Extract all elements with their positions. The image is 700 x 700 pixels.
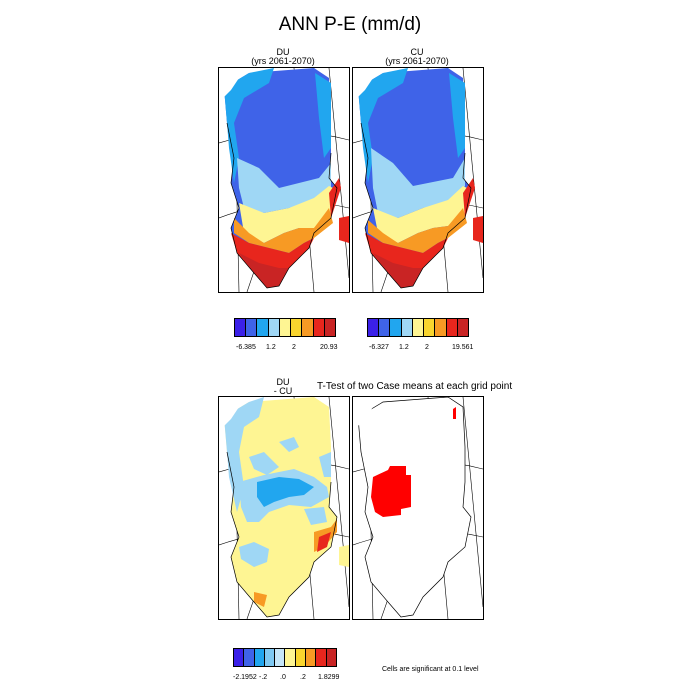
tick-diff-2: .0 — [280, 674, 286, 681]
colorbar-diff-swatch — [234, 649, 245, 666]
coastline — [360, 122, 472, 289]
panel-title-cu-line2: (yrs 2061-2070) — [385, 56, 449, 66]
colorbar-diff-swatch — [275, 649, 286, 666]
tick-diff-4: 1.8299 — [318, 674, 340, 681]
tick-diff-3: .2 — [300, 674, 306, 681]
tick-du-1: 1.2 — [266, 344, 276, 351]
significance-note: Cells are significant at 0.1 level — [382, 666, 479, 673]
map-du-svg — [219, 68, 349, 292]
map-diff — [218, 396, 350, 620]
tick-du-0: -6.385 — [236, 344, 256, 351]
map-ttest — [352, 396, 484, 620]
colorbar-du-swatch — [279, 319, 292, 336]
figure-title: ANN P-E (mm/d) — [278, 14, 422, 35]
colorbar-diff-swatch — [316, 649, 327, 666]
map-ttest-svg — [353, 397, 483, 619]
colorbar-du-swatch — [291, 319, 303, 336]
colorbar-cu-swatch — [368, 319, 380, 336]
panel-title-cu-line1: CU — [410, 47, 424, 57]
colorbar-diff-swatch — [295, 649, 307, 666]
colorbar-du-swatch — [235, 319, 247, 336]
panel-title-diff-line1: DU — [276, 377, 290, 387]
colorbar-diff-swatch — [285, 649, 296, 666]
colorbar-diff-swatch — [244, 649, 255, 666]
colorbar-diff-swatch — [326, 649, 336, 666]
ttest-title: T-Test of two Case means at each grid po… — [317, 381, 513, 392]
coastline — [357, 397, 472, 618]
colorbar-diff — [233, 648, 337, 667]
tick-cu-3: 19.561 — [452, 344, 474, 351]
tick-cu-2: 2 — [425, 344, 429, 351]
panel-title-du-line2: (yrs 2061-2070) — [251, 56, 315, 66]
colorbar-du-swatch — [257, 319, 269, 336]
tick-diff-1: -.2 — [259, 674, 268, 681]
map-diff-svg — [219, 397, 349, 619]
panel-title-diff: DU - CU — [218, 378, 348, 396]
colorbar-cu-swatch — [412, 319, 425, 336]
field-cu — [358, 68, 483, 288]
colorbar-cu-swatch — [446, 319, 458, 336]
tick-cu-1: 1.2 — [399, 344, 409, 351]
coastline — [226, 122, 338, 289]
colorbar-du-swatch — [324, 319, 335, 336]
map-du — [218, 67, 350, 293]
colorbar-diff-swatch — [264, 649, 276, 666]
tick-cu-0: -6.327 — [369, 344, 389, 351]
colorbar-du — [234, 318, 336, 337]
panel-title-du: DU (yrs 2061-2070) — [218, 48, 348, 66]
map-cu-svg — [353, 68, 483, 292]
colorbar-cu-swatch — [424, 319, 436, 336]
colorbar-diff-swatch — [306, 649, 317, 666]
coastline — [226, 451, 338, 618]
panel-title-du-line1: DU — [276, 47, 290, 57]
tick-du-3: 20.93 — [320, 344, 338, 351]
colorbar-cu-swatch — [390, 319, 402, 336]
colorbar-cu-swatch — [379, 319, 391, 336]
field-diff — [224, 397, 349, 617]
colorbar-du-swatch — [313, 319, 325, 336]
significant-cells — [371, 466, 411, 517]
panel-title-cu: CU (yrs 2061-2070) — [352, 48, 482, 66]
significant-cells-small — [453, 407, 456, 419]
colorbar-cu-swatch — [401, 319, 413, 336]
tick-diff-0: -2.1952 — [233, 674, 257, 681]
field-du — [224, 68, 349, 288]
colorbar-cu — [367, 318, 469, 337]
colorbar-cu-swatch — [435, 319, 447, 336]
colorbar-cu-swatch — [457, 319, 468, 336]
colorbar-du-swatch — [302, 319, 314, 336]
colorbar-diff-swatch — [254, 649, 265, 666]
colorbar-du-swatch — [268, 319, 280, 336]
map-cu — [352, 67, 484, 293]
tick-du-2: 2 — [292, 344, 296, 351]
colorbar-du-swatch — [246, 319, 258, 336]
panel-title-diff-line2: - CU — [273, 386, 293, 396]
